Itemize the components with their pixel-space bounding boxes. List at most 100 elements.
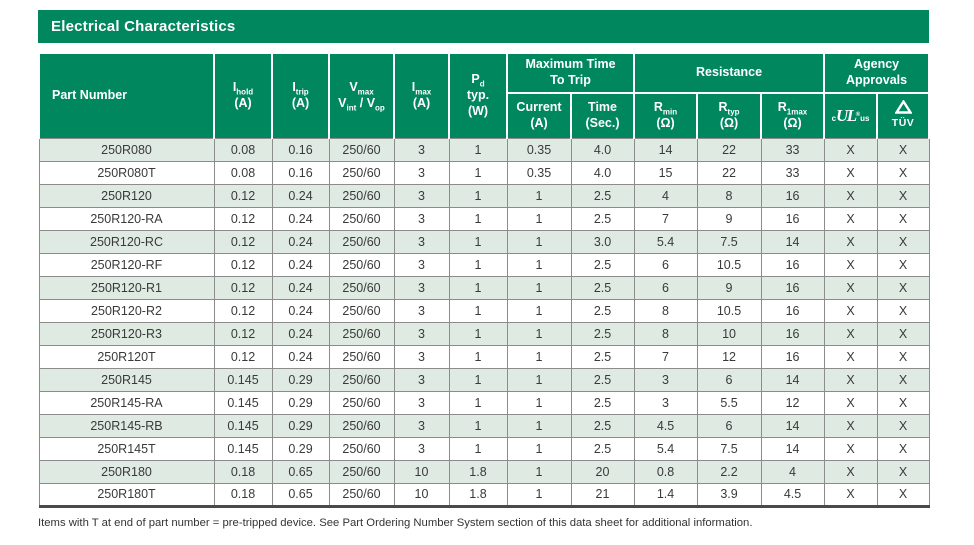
r-1max-cell: 14: [760, 229, 825, 254]
trip-current-cell: 1: [506, 413, 572, 438]
table-row: 250R120-R3 0.12 0.24 250/60 3 1 1 2.5 8 10 16 X X: [38, 321, 930, 346]
i-hold-cell: 0.145: [213, 413, 273, 438]
tuv-approval-cell: X: [876, 413, 930, 438]
trip-time-cell: 2.5: [570, 298, 635, 323]
i-trip-cell: 0.65: [271, 459, 330, 484]
trip-time-cell: 21: [570, 482, 635, 508]
i-max-cell: 3: [393, 436, 450, 461]
r-1max-cell: 12: [760, 390, 825, 415]
v-max-cell: 250/60: [328, 367, 395, 392]
trip-time-cell: 2.5: [570, 390, 635, 415]
ul-approval-cell: X: [823, 298, 878, 323]
v-max-cell: 250/60: [328, 229, 395, 254]
r-1max-cell: 16: [760, 344, 825, 369]
header-group-row: Part Number Ihold (A) Itrip (A) Vmax Vin…: [38, 52, 931, 139]
v-max-cell: 250/60: [328, 252, 395, 277]
trip-current-cell: 0.35: [506, 137, 572, 162]
trip-time-cell: 2.5: [570, 413, 635, 438]
tuv-approval-cell: X: [876, 298, 930, 323]
group-header-resistance: Resistance: [633, 52, 826, 94]
tuv-approval-cell: X: [876, 229, 930, 254]
trip-current-cell: 1: [506, 344, 572, 369]
v-max-cell: 250/60: [328, 206, 395, 231]
r-min-cell: 4: [633, 183, 698, 208]
r-typ-cell: 9: [696, 206, 762, 231]
i-trip-cell: 0.29: [271, 436, 330, 461]
i-trip-cell: 0.24: [271, 298, 330, 323]
i-hold-cell: 0.12: [213, 206, 273, 231]
i-max-cell: 3: [393, 344, 450, 369]
col-header-part-number: Part Number: [38, 52, 215, 139]
v-max-cell: 250/60: [328, 137, 395, 162]
table-row: 250R120-R2 0.12 0.24 250/60 3 1 1 2.5 8 10.5 16 X X: [38, 298, 930, 323]
p-d-typ-cell: 1: [448, 367, 508, 392]
tuv-approval-cell: X: [876, 137, 930, 162]
r-typ-cell: 10.5: [696, 252, 762, 277]
table-row: 250R080 0.08 0.16 250/60 3 1 0.35 4.0 14 22 33 X X: [38, 137, 930, 162]
trip-time-cell: 20: [570, 459, 635, 484]
p-d-typ-cell: 1: [448, 298, 508, 323]
v-max-cell: 250/60: [328, 275, 395, 300]
part-number-cell: 250R080: [38, 137, 215, 162]
i-hold-cell: 0.18: [213, 459, 273, 484]
table-body: 250R080 0.08 0.16 250/60 3 1 0.35 4.0 14 22 33 X X 25…: [38, 137, 930, 508]
trip-time-cell: 2.5: [570, 183, 635, 208]
ul-approval-cell: X: [823, 459, 878, 484]
trip-current-cell: 1: [506, 275, 572, 300]
part-number-label: Part Number: [52, 87, 128, 102]
cul-us-icon: cUL®us: [831, 106, 870, 126]
part-number-cell: 250R120-RC: [38, 229, 215, 254]
i-trip-cell: 0.29: [271, 390, 330, 415]
col-header-r-1max: R1max (Ω): [760, 92, 826, 139]
table-row: 250R120 0.12 0.24 250/60 3 1 1 2.5 4 8 16 X X: [38, 183, 930, 208]
trip-time-cell: 2.5: [570, 436, 635, 461]
i-max-cell: 3: [393, 413, 450, 438]
tuv-approval-cell: X: [876, 321, 930, 346]
p-d-typ-cell: 1: [448, 390, 508, 415]
r-typ-cell: 7.5: [696, 229, 762, 254]
table-row: 250R180 0.18 0.65 250/60 10 1.8 1 20 0.8 2.2 4 X X: [38, 459, 930, 484]
v-max-cell: 250/60: [328, 482, 395, 508]
r-min-cell: 7: [633, 344, 698, 369]
p-d-typ-cell: 1.8: [448, 482, 508, 508]
part-number-cell: 250R120-R3: [38, 321, 215, 346]
r-1max-cell: 14: [760, 367, 825, 392]
r-1max-cell: 16: [760, 183, 825, 208]
table-row: 250R145 0.145 0.29 250/60 3 1 1 2.5 3 6 14 X X: [38, 367, 930, 392]
part-number-cell: 250R120-R2: [38, 298, 215, 323]
tuv-approval-cell: X: [876, 367, 930, 392]
ul-approval-cell: X: [823, 367, 878, 392]
ul-approval-cell: X: [823, 413, 878, 438]
trip-time-cell: 3.0: [570, 229, 635, 254]
trip-current-cell: 1: [506, 206, 572, 231]
r-min-cell: 3: [633, 390, 698, 415]
r-typ-cell: 22: [696, 160, 762, 185]
i-trip-cell: 0.16: [271, 137, 330, 162]
r-typ-cell: 5.5: [696, 390, 762, 415]
tuv-approval-cell: X: [876, 344, 930, 369]
r-1max-cell: 33: [760, 137, 825, 162]
col-header-r-min: Rmin (Ω): [633, 92, 699, 139]
r-typ-cell: 7.5: [696, 436, 762, 461]
trip-time-cell: 4.0: [570, 137, 635, 162]
tuv-approval-cell: X: [876, 459, 930, 484]
r-typ-cell: 12: [696, 344, 762, 369]
r-min-cell: 1.4: [633, 482, 698, 508]
trip-current-cell: 1: [506, 252, 572, 277]
r-1max-cell: 16: [760, 321, 825, 346]
table-row: 250R145T 0.145 0.29 250/60 3 1 1 2.5 5.4 7.5 14 X X: [38, 436, 930, 461]
r-typ-cell: 10.5: [696, 298, 762, 323]
p-d-typ-cell: 1: [448, 252, 508, 277]
trip-current-cell: 1: [506, 298, 572, 323]
trip-current-cell: 1: [506, 390, 572, 415]
i-hold-cell: 0.12: [213, 344, 273, 369]
r-typ-cell: 22: [696, 137, 762, 162]
r-1max-cell: 33: [760, 160, 825, 185]
r-typ-cell: 6: [696, 413, 762, 438]
i-trip-cell: 0.24: [271, 275, 330, 300]
p-d-typ-cell: 1: [448, 321, 508, 346]
tuv-approval-cell: X: [876, 436, 930, 461]
r-typ-cell: 3.9: [696, 482, 762, 508]
part-number-cell: 250R080T: [38, 160, 215, 185]
r-min-cell: 15: [633, 160, 698, 185]
